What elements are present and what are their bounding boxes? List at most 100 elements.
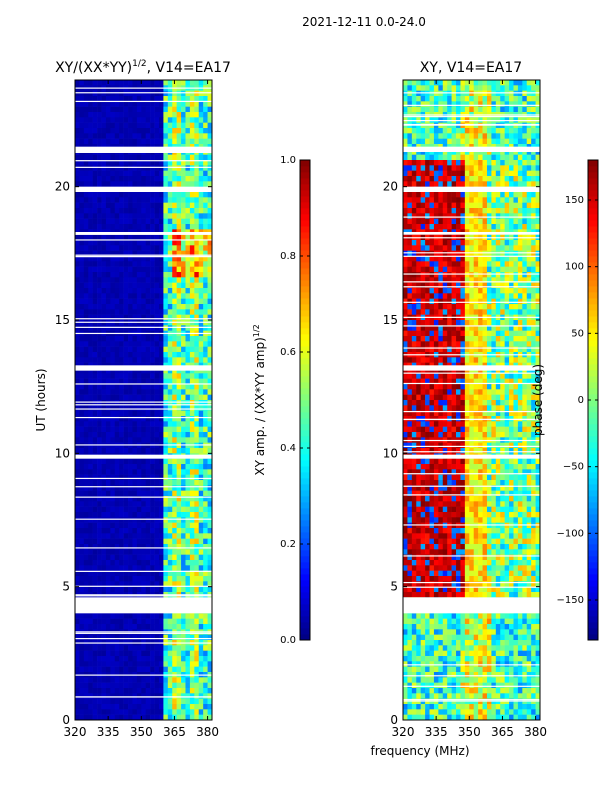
amp-cell xyxy=(105,693,111,699)
amp-cell xyxy=(79,266,85,273)
amp-cell xyxy=(79,693,85,699)
amp-cell xyxy=(207,634,213,641)
amp-cell xyxy=(136,373,142,379)
amp-cell xyxy=(185,677,191,683)
amp-cell xyxy=(97,688,102,694)
colorbar-segment xyxy=(300,634,310,641)
amp-cell xyxy=(150,288,155,294)
amp-cell xyxy=(167,304,173,310)
amp-cell xyxy=(176,533,182,539)
colorbar-segment xyxy=(300,340,310,347)
amp-cell xyxy=(97,122,102,129)
amp-cell xyxy=(141,170,147,177)
amp-cell xyxy=(150,240,155,246)
amp-cell xyxy=(185,570,191,577)
amp-cell xyxy=(119,666,124,673)
amp-cell xyxy=(198,138,204,145)
amp-cell xyxy=(158,304,164,310)
amp-cell xyxy=(203,565,208,571)
amp-cell xyxy=(145,170,151,177)
amp-cell xyxy=(158,122,164,129)
amp-cell xyxy=(75,698,80,705)
amp-cell xyxy=(167,645,173,651)
amp-cell xyxy=(101,432,107,438)
amp-cell xyxy=(97,410,102,417)
amp-cell xyxy=(132,117,138,123)
amp-cell xyxy=(158,357,164,363)
amp-cell xyxy=(167,682,173,689)
amp-cell xyxy=(189,176,195,182)
amp-cell xyxy=(145,208,151,214)
amp-cell xyxy=(123,405,129,411)
amp-cell xyxy=(132,250,138,257)
phase-cell xyxy=(473,138,479,145)
amp-cell xyxy=(189,714,195,721)
amp-cell xyxy=(172,576,177,582)
amp-cell xyxy=(194,693,200,699)
amp-cell xyxy=(101,634,107,641)
amp-cell xyxy=(145,464,151,470)
amp-cell xyxy=(128,128,133,134)
amp-cell xyxy=(132,128,138,134)
phase-cell xyxy=(522,80,528,86)
phase-cell xyxy=(526,101,532,107)
phase-cell xyxy=(411,192,417,198)
amp-cell xyxy=(207,266,213,273)
amp-cell xyxy=(97,192,102,198)
amp-cell xyxy=(176,373,182,379)
colorbar-segment xyxy=(300,586,310,593)
amp-cell xyxy=(203,389,208,395)
amp-cell xyxy=(114,341,120,347)
amp-cell xyxy=(75,474,80,481)
amp-cell xyxy=(176,522,182,529)
amp-cell xyxy=(154,661,160,667)
amp-cell xyxy=(132,437,138,443)
amp-cell xyxy=(101,181,107,187)
amp-cell xyxy=(97,202,102,209)
amp-cell xyxy=(83,576,89,582)
flag-line xyxy=(75,595,212,597)
amp-cell xyxy=(119,560,124,566)
amp-cell xyxy=(189,378,195,385)
amp-cell xyxy=(101,101,107,107)
amp-cell xyxy=(83,325,89,331)
phase-cell xyxy=(456,240,461,246)
amp-cell xyxy=(123,565,129,571)
amp-cell xyxy=(203,154,208,161)
phase-cell xyxy=(442,240,448,246)
amp-cell xyxy=(207,474,213,481)
amp-cell xyxy=(88,133,93,139)
amp-cell xyxy=(176,570,182,577)
amp-cell xyxy=(92,266,98,273)
amp-cell xyxy=(105,373,111,379)
phase-cell xyxy=(478,176,483,182)
amp-cell xyxy=(101,352,107,358)
amp-cell xyxy=(123,256,129,262)
phase-cell xyxy=(500,208,505,214)
phase-cell xyxy=(482,213,488,219)
amp-cell xyxy=(88,170,93,177)
amp-cell xyxy=(114,565,120,571)
phase-cell xyxy=(531,165,536,171)
amp-cell xyxy=(132,208,138,214)
amp-cell xyxy=(172,112,177,118)
phase-cell xyxy=(403,218,408,225)
phase-cell xyxy=(447,133,452,139)
amp-cell xyxy=(154,565,160,571)
amp-cell xyxy=(92,416,98,422)
amp-cell xyxy=(92,576,98,582)
phase-cell xyxy=(456,197,461,203)
amp-cell xyxy=(101,154,107,161)
phase-cell xyxy=(495,106,501,113)
amp-cell xyxy=(163,426,169,433)
amp-cell xyxy=(92,554,98,561)
phase-cell xyxy=(486,202,492,209)
phase-cell xyxy=(513,261,519,267)
phase-cell xyxy=(504,106,510,113)
phase-cell xyxy=(473,192,479,198)
amp-cell xyxy=(119,490,124,497)
amp-cell xyxy=(132,554,138,561)
amp-cell xyxy=(92,469,98,475)
amp-cell xyxy=(158,624,164,630)
amp-cell xyxy=(154,400,160,406)
